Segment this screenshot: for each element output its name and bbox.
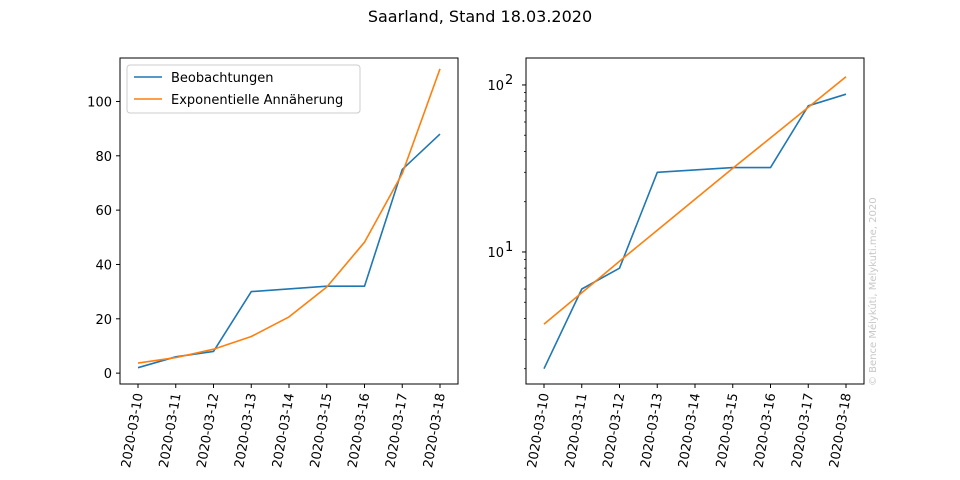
y-tick-label: 10 bbox=[487, 79, 504, 94]
y-tick-label: 10 bbox=[487, 246, 504, 261]
x-tick-label: 2020-03-12 bbox=[601, 392, 629, 469]
x-tick-label: 2020-03-18 bbox=[827, 392, 855, 469]
y-tick-label-exponent: 2 bbox=[505, 73, 513, 88]
x-tick-label: 2020-03-17 bbox=[789, 392, 817, 469]
series-line-exponentielle-annaeherung bbox=[137, 68, 441, 364]
x-tick-label: 2020-03-11 bbox=[563, 392, 591, 469]
x-tick-label: 2020-03-17 bbox=[383, 392, 411, 469]
legend-box bbox=[126, 64, 361, 114]
series-line-beobachtungen bbox=[543, 93, 847, 370]
y-tick-label: 40 bbox=[95, 258, 112, 273]
x-tick-label: 2020-03-14 bbox=[676, 392, 704, 469]
legend-label-exponentielle-annaeherung: Exponentielle Annäherung bbox=[171, 93, 343, 108]
y-tick-label: 20 bbox=[95, 313, 112, 328]
y-tick-label-exponent: 1 bbox=[505, 240, 513, 255]
legend-label-beobachtungen: Beobachtungen bbox=[171, 71, 274, 86]
x-tick-label: 2020-03-14 bbox=[270, 392, 298, 469]
y-tick-label: 60 bbox=[95, 204, 112, 219]
series-line-exponentielle-annaeherung bbox=[543, 76, 847, 325]
x-tick-label: 2020-03-11 bbox=[157, 392, 185, 469]
x-tick-label: 2020-03-13 bbox=[638, 392, 666, 469]
left-plot-linear: 2020-03-10 2020-03-11 2020-03-12 2020-03-13… bbox=[87, 57, 459, 469]
legend: Beobachtungen Exponentielle Annäherung bbox=[126, 64, 361, 114]
plot-frame bbox=[525, 57, 865, 385]
figure-title: Saarland, Stand 18.03.2020 bbox=[368, 7, 592, 26]
x-tick-label: 2020-03-13 bbox=[232, 392, 260, 469]
x-tick-label: 2020-03-10 bbox=[525, 392, 553, 469]
x-tick-label: 2020-03-10 bbox=[119, 392, 147, 469]
y-tick-label: 100 bbox=[87, 95, 112, 110]
y-tick-label: 0 bbox=[104, 367, 112, 382]
series-line-beobachtungen bbox=[137, 133, 441, 369]
x-tick-label: 2020-03-15 bbox=[714, 392, 742, 469]
x-tick-label: 2020-03-18 bbox=[421, 392, 449, 469]
x-tick-label: 2020-03-16 bbox=[752, 392, 780, 469]
y-tick-label: 80 bbox=[95, 150, 112, 165]
x-tick-label: 2020-03-12 bbox=[195, 392, 223, 469]
x-tick-label: 2020-03-16 bbox=[346, 392, 374, 469]
copyright-credit: © Bence Mélykúti, Melykuti.me, 2020 bbox=[867, 197, 879, 386]
right-plot-log: 2020-03-10 2020-03-11 2020-03-12 2020-03-13… bbox=[487, 57, 865, 469]
x-tick-label: 2020-03-15 bbox=[308, 392, 336, 469]
